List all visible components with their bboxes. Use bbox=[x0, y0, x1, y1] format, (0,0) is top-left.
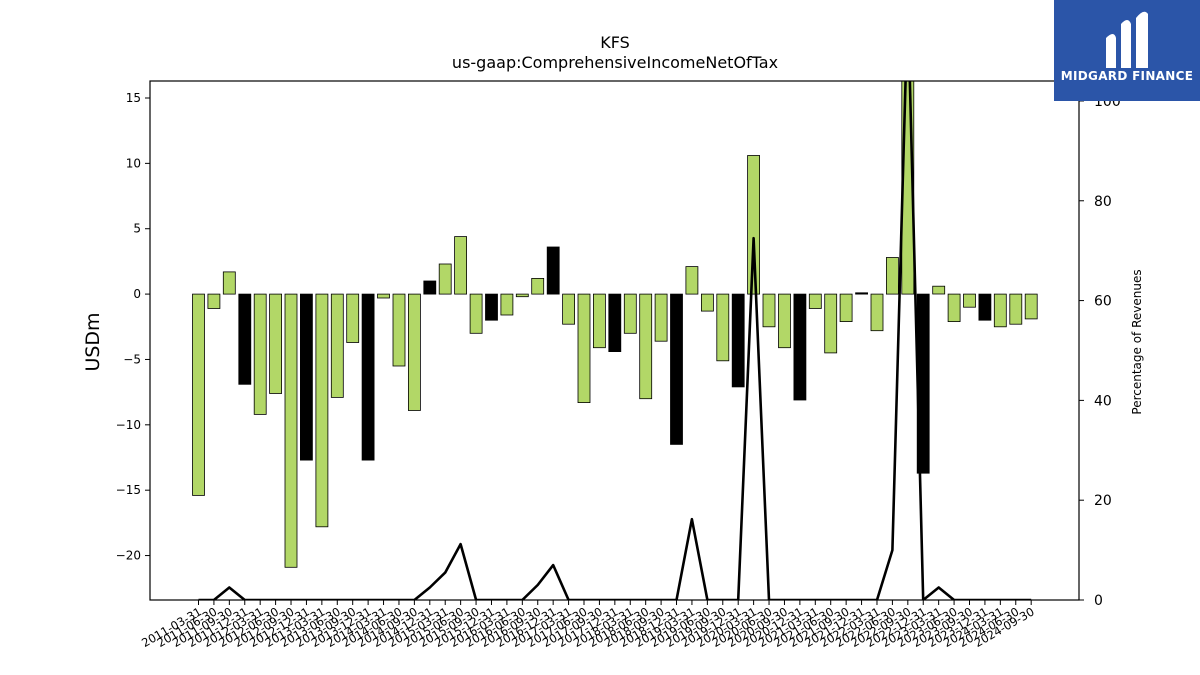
bar bbox=[377, 293, 390, 299]
bar bbox=[762, 293, 776, 328]
bar bbox=[716, 293, 730, 362]
bar bbox=[978, 293, 992, 321]
y2-tick-label: 40 bbox=[1094, 393, 1112, 409]
bar bbox=[346, 293, 360, 343]
bar bbox=[886, 257, 899, 295]
bar bbox=[731, 293, 745, 388]
bar bbox=[454, 236, 468, 295]
percentage-series-line bbox=[198, 81, 1032, 600]
bar bbox=[222, 271, 236, 295]
bar bbox=[485, 293, 498, 321]
y2-tick-label: 60 bbox=[1094, 294, 1112, 310]
bar bbox=[299, 293, 313, 461]
bar bbox=[808, 293, 822, 309]
bar bbox=[207, 293, 221, 309]
bar bbox=[269, 293, 283, 394]
y2-axis-label: Percentage of Revenues bbox=[1130, 269, 1144, 414]
bar bbox=[562, 293, 575, 325]
logo: MIDGARD FINANCE bbox=[1054, 0, 1200, 101]
bar bbox=[593, 293, 606, 349]
y-tick-label: −10 bbox=[116, 418, 141, 432]
y-tick-label: 0 bbox=[133, 287, 141, 301]
bar bbox=[1009, 293, 1023, 325]
bar bbox=[361, 293, 375, 461]
percentage-line-layer bbox=[198, 81, 1032, 600]
bar bbox=[947, 293, 961, 323]
y2-tick-label: 80 bbox=[1094, 194, 1112, 210]
y-tick-label: −15 bbox=[116, 483, 141, 497]
bar bbox=[253, 293, 267, 415]
bar bbox=[963, 293, 976, 308]
bar bbox=[330, 293, 344, 398]
bar bbox=[701, 293, 714, 312]
y-tick-label: −20 bbox=[116, 549, 141, 563]
y-tick-label: 15 bbox=[126, 91, 141, 105]
bar bbox=[870, 293, 884, 332]
bar bbox=[747, 155, 760, 295]
y-tick-label: 10 bbox=[126, 156, 141, 170]
bar bbox=[793, 293, 807, 401]
bar bbox=[1024, 293, 1038, 320]
y-tick-label: 5 bbox=[133, 222, 141, 236]
bar bbox=[778, 293, 791, 349]
bar bbox=[438, 263, 452, 295]
bar bbox=[531, 277, 545, 295]
bar bbox=[608, 293, 622, 353]
bar bbox=[932, 285, 946, 295]
bar bbox=[423, 280, 437, 295]
bar bbox=[469, 293, 483, 334]
bar bbox=[685, 266, 699, 295]
bar bbox=[839, 293, 853, 323]
chart-title: KFS bbox=[600, 33, 630, 52]
bar bbox=[407, 293, 421, 411]
bar bbox=[639, 293, 653, 400]
y-tick-label: −5 bbox=[123, 352, 141, 366]
midgard-logo-icon bbox=[1106, 11, 1148, 68]
logo-text: MIDGARD FINANCE bbox=[1060, 69, 1194, 83]
bar bbox=[577, 293, 591, 404]
chart-subtitle: us-gaap:ComprehensiveIncomeNetOfTax bbox=[452, 53, 778, 72]
bar bbox=[654, 293, 668, 342]
bar bbox=[623, 293, 637, 334]
bar bbox=[192, 293, 205, 496]
y2-tick-label: 20 bbox=[1094, 493, 1112, 509]
bar bbox=[855, 292, 868, 295]
bar bbox=[392, 293, 406, 367]
bar bbox=[993, 293, 1007, 328]
bar bbox=[238, 293, 252, 385]
bar bbox=[670, 293, 683, 445]
y-axis-label: USDm bbox=[82, 312, 104, 371]
bar bbox=[515, 293, 529, 298]
bar bbox=[546, 246, 560, 295]
bar bbox=[500, 293, 514, 316]
y2-tick-label: 0 bbox=[1094, 593, 1103, 609]
bar bbox=[284, 293, 298, 568]
bars bbox=[192, 81, 1038, 568]
bar bbox=[315, 293, 329, 528]
bar bbox=[824, 293, 838, 354]
